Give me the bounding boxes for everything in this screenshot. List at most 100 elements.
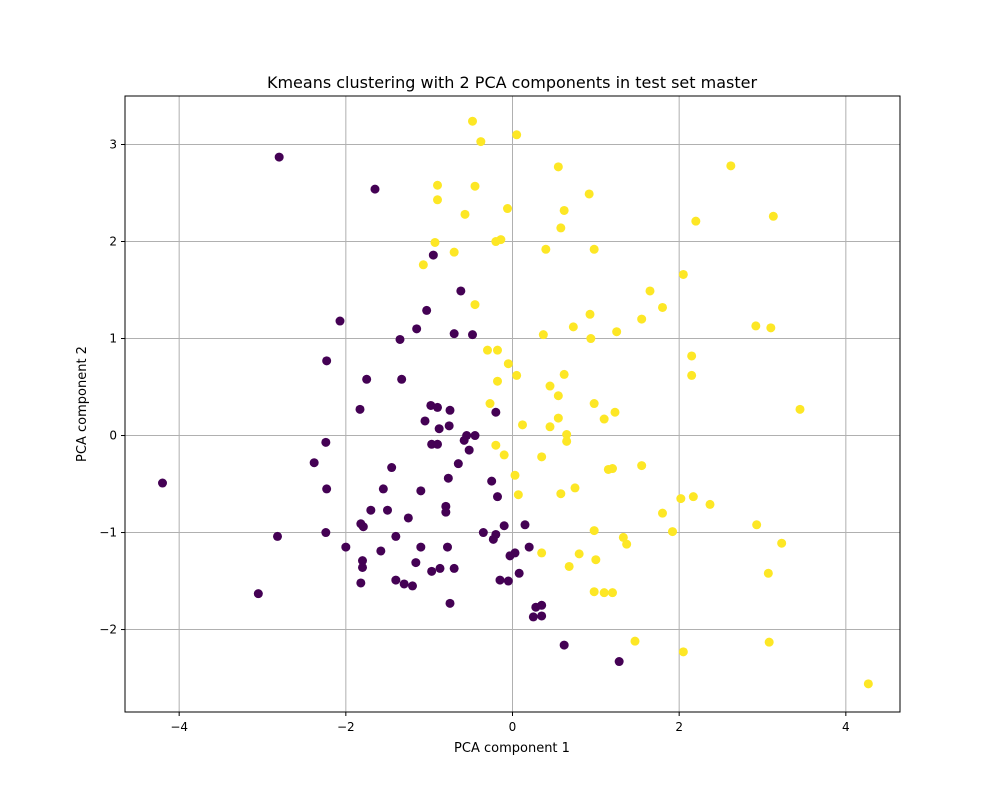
scatter-point-cluster-0 [358, 556, 367, 566]
scatter-point-cluster-0 [449, 563, 459, 573]
scatter-point-cluster-1 [622, 539, 632, 549]
scatter-point-cluster-0 [362, 374, 372, 384]
scatter-point-cluster-0 [408, 581, 417, 591]
chart-title: Kmeans clustering with 2 PCA components … [267, 73, 757, 92]
scatter-point-cluster-0 [524, 542, 534, 552]
scatter-point-cluster-1 [691, 216, 701, 226]
scatter-point-cluster-0 [464, 445, 474, 455]
y-tick-label: 2 [109, 235, 117, 249]
scatter-point-cluster-0 [322, 356, 332, 366]
scatter-point-cluster-1 [630, 636, 640, 646]
scatter-point-cluster-1 [795, 404, 805, 414]
scatter-point-cluster-0 [341, 542, 351, 552]
scatter-point-cluster-1 [668, 527, 677, 537]
scatter-point-cluster-1 [537, 548, 547, 558]
scatter-point-cluster-0 [445, 598, 455, 608]
scatter-point-cluster-1 [564, 561, 574, 571]
scatter-point-cluster-0 [416, 542, 426, 552]
scatter-point-cluster-0 [537, 611, 547, 621]
scatter-point-cluster-1 [545, 381, 555, 391]
scatter-point-cluster-0 [493, 492, 502, 502]
scatter-point-cluster-1 [553, 391, 563, 401]
scatter-point-cluster-0 [443, 542, 452, 552]
scatter-point-cluster-1 [751, 321, 761, 331]
scatter-point-cluster-1 [574, 549, 584, 559]
scatter-point-cluster-0 [322, 484, 332, 494]
scatter-point-cluster-1 [553, 162, 563, 172]
scatter-point-cluster-1 [589, 526, 599, 536]
scatter-point-cluster-1 [599, 588, 609, 598]
scatter-point-cluster-0 [449, 329, 459, 339]
scatter-point-cluster-0 [443, 473, 453, 483]
scatter-point-cluster-1 [513, 490, 523, 500]
scatter-point-cluster-1 [537, 452, 547, 462]
scatter-point-cluster-0 [411, 558, 421, 568]
scatter-point-cluster-0 [391, 575, 401, 585]
scatter-point-cluster-1 [491, 440, 501, 450]
scatter-point-cluster-0 [435, 563, 445, 573]
scatter-point-cluster-1 [503, 204, 512, 214]
scatter-point-cluster-0 [391, 531, 401, 541]
scatter-point-cluster-1 [512, 370, 522, 380]
scatter-point-cluster-1 [433, 180, 442, 190]
scatter-point-cluster-1 [603, 464, 613, 474]
x-tick-label: 4 [842, 720, 850, 734]
scatter-point-cluster-0 [559, 640, 569, 650]
scatter-point-cluster-1 [608, 588, 617, 598]
scatter-point-cluster-0 [321, 437, 331, 447]
scatter-point-cluster-0 [273, 531, 282, 541]
scatter-point-cluster-1 [553, 413, 563, 423]
scatter-point-cluster-0 [520, 520, 530, 530]
scatter-point-cluster-1 [726, 161, 736, 171]
scatter-point-cluster-1 [518, 420, 527, 430]
scatter-point-cluster-0 [510, 548, 520, 558]
x-axis-label: PCA component 1 [454, 741, 570, 756]
scatter-point-cluster-0 [470, 431, 480, 441]
scatter-point-cluster-0 [387, 463, 397, 473]
scatter-point-cluster-1 [777, 538, 787, 548]
scatter-point-cluster-1 [556, 489, 566, 499]
scatter-points [158, 116, 873, 689]
scatter-point-cluster-1 [768, 211, 778, 221]
scatter-point-cluster-1 [658, 508, 667, 518]
scatter-point-cluster-1 [589, 244, 599, 254]
scatter-point-cluster-0 [433, 402, 442, 412]
scatter-point-cluster-0 [321, 528, 331, 538]
y-tick-label: 3 [109, 138, 117, 152]
scatter-point-cluster-1 [559, 205, 569, 215]
scatter-point-cluster-1 [585, 309, 595, 319]
scatter-point-cluster-0 [495, 575, 505, 585]
scatter-point-cluster-1 [559, 369, 569, 379]
scatter-point-cluster-1 [591, 555, 601, 565]
scatter-point-cluster-1 [476, 137, 486, 147]
scatter-point-cluster-0 [433, 439, 442, 449]
scatter-point-cluster-1 [493, 345, 502, 355]
scatter-point-cluster-0 [370, 184, 380, 194]
scatter-point-cluster-1 [705, 499, 715, 509]
scatter-point-cluster-0 [422, 305, 432, 315]
scatter-point-cluster-0 [537, 600, 547, 610]
scatter-point-cluster-1 [430, 237, 440, 247]
scatter-point-cluster-1 [510, 470, 520, 480]
ticks: −4 −2 0 2 4 −2 −1 0 1 2 3 [99, 138, 849, 734]
scatter-point-cluster-1 [612, 327, 622, 337]
scatter-point-cluster-0 [441, 507, 451, 517]
scatter-point-cluster-0 [358, 522, 368, 532]
scatter-point-cluster-1 [687, 370, 697, 380]
scatter-point-cluster-0 [528, 612, 538, 622]
grid [125, 96, 900, 712]
scatter-point-cluster-0 [253, 589, 263, 599]
scatter-point-cluster-1 [658, 302, 667, 312]
scatter-point-cluster-0 [378, 484, 388, 494]
y-axis-label: PCA component 2 [75, 346, 90, 462]
scatter-point-cluster-0 [445, 405, 455, 415]
scatter-point-cluster-0 [514, 568, 524, 578]
y-tick-label: 1 [109, 332, 117, 346]
scatter-point-cluster-0 [376, 546, 386, 556]
scatter-point-cluster-1 [493, 376, 502, 386]
scatter-point-cluster-1 [645, 286, 655, 296]
scatter-point-cluster-0 [355, 404, 365, 414]
y-tick-label: −1 [99, 526, 117, 540]
